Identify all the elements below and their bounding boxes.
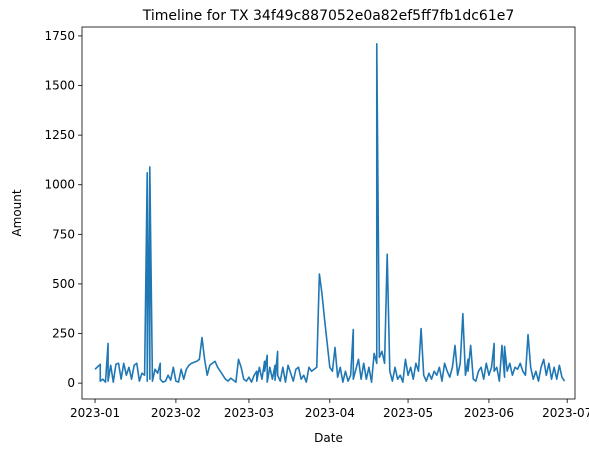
x-tick-label: 2023-03 bbox=[224, 406, 274, 420]
x-axis: 2023-01 2023-02 2023-03 2023-04 2023-05 2023-… bbox=[70, 399, 589, 420]
y-tick-label: 1750 bbox=[44, 29, 75, 43]
x-tick-label: 2023-02 bbox=[151, 406, 201, 420]
y-tick-label: 500 bbox=[52, 277, 75, 291]
x-tick-label: 2023-06 bbox=[464, 406, 514, 420]
y-tick-label: 1250 bbox=[44, 128, 75, 142]
y-tick-label: 750 bbox=[52, 227, 75, 241]
series-line-0 bbox=[94, 43, 566, 383]
y-tick-label: 1000 bbox=[44, 178, 75, 192]
y-axis: 0 250 500 750 1000 1250 1500 1750 bbox=[44, 29, 82, 390]
y-tick-label: 0 bbox=[67, 376, 75, 390]
x-tick-label: 2023-04 bbox=[305, 406, 355, 420]
x-tick-label: 2023-07 bbox=[542, 406, 589, 420]
chart-title: Timeline for TX 34f49c887052e0a82ef5ff7f… bbox=[142, 8, 515, 24]
y-tick-label: 250 bbox=[52, 327, 75, 341]
plot-area: 2023-01 2023-02 2023-03 2023-04 2023-05 2023-… bbox=[44, 26, 589, 420]
axes-frame bbox=[81, 26, 576, 400]
x-axis-label: Date bbox=[314, 431, 343, 445]
series-layer bbox=[94, 43, 566, 383]
x-tick-label: 2023-01 bbox=[70, 406, 120, 420]
y-tick-label: 1500 bbox=[44, 79, 75, 93]
x-tick-label: 2023-05 bbox=[383, 406, 433, 420]
y-axis-label: Amount bbox=[10, 189, 24, 236]
